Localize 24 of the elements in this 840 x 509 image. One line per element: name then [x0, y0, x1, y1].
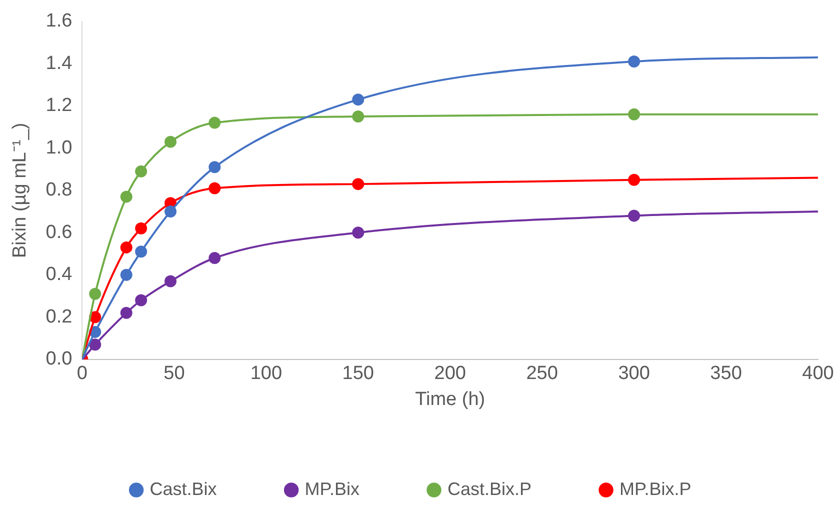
x-axis-title: Time (h) — [415, 388, 486, 410]
x-tick-label: 0 — [76, 363, 88, 384]
y-tick-label: 0.4 — [46, 264, 73, 286]
x-tick-label: 50 — [164, 363, 185, 384]
legend-label: MP.Bix — [304, 478, 360, 499]
x-tick-label: 150 — [342, 363, 374, 384]
legend-label: Cast.Bix.P — [447, 478, 532, 499]
y-tick-label: 0.2 — [46, 306, 72, 328]
y-tick-label: 1.4 — [46, 52, 73, 74]
x-tick-label: 100 — [250, 363, 282, 384]
x-tick-label: 200 — [434, 363, 466, 384]
legend-label: MP.Bix.P — [620, 478, 692, 499]
legend-label: Cast.Bix — [150, 478, 217, 499]
y-axis-title: Bixin (µg mL⁻¹_) — [10, 122, 31, 258]
x-tick-label: 350 — [710, 363, 742, 384]
y-tick-label: 1.0 — [46, 137, 72, 158]
y-tick-label: 1.2 — [46, 95, 72, 116]
y-tick-label: 0.0 — [46, 348, 72, 370]
x-tick-label: 400 — [802, 363, 834, 384]
x-tick-label: 250 — [526, 363, 558, 384]
y-tick-label: 0.8 — [46, 180, 72, 201]
y-tick-label: 1.6 — [46, 10, 72, 32]
y-tick-label: 0.6 — [46, 222, 72, 243]
x-tick-label: 300 — [618, 363, 650, 384]
